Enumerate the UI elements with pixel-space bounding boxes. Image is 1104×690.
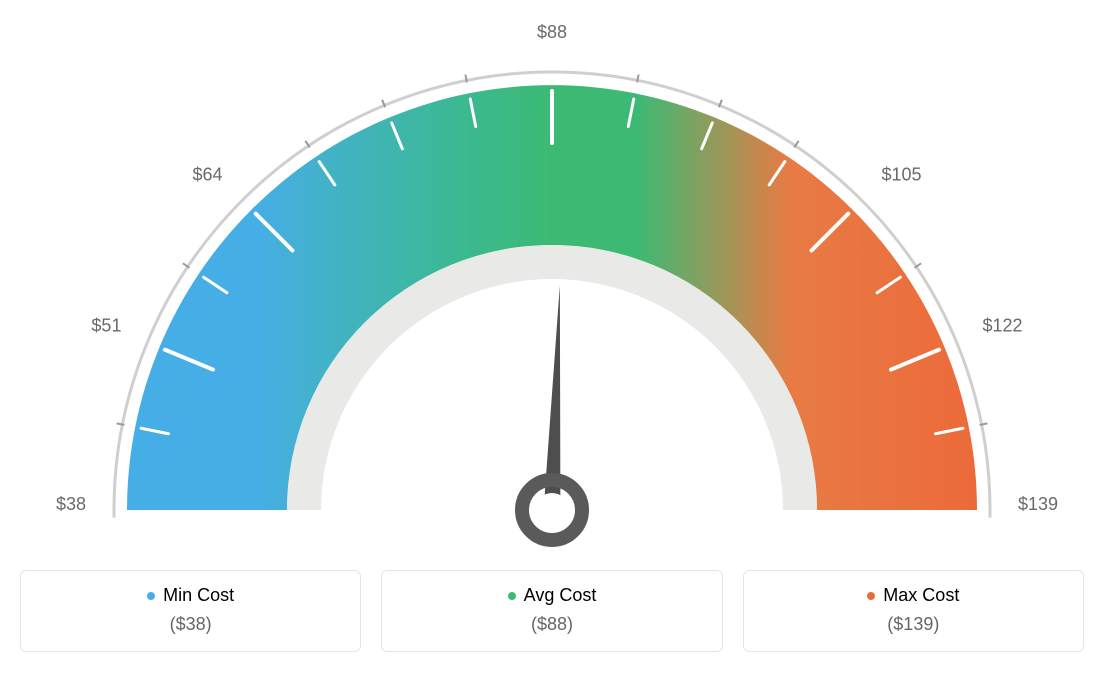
legend-row: Min Cost ($38) Avg Cost ($88) Max Cost (… xyxy=(20,570,1084,652)
legend-max-title: Max Cost xyxy=(754,585,1073,606)
gauge-tick-label: $88 xyxy=(537,22,567,42)
legend-avg-value: ($88) xyxy=(392,614,711,635)
legend-avg: Avg Cost ($88) xyxy=(381,570,722,652)
legend-min-label: Min Cost xyxy=(163,585,234,605)
legend-min-value: ($38) xyxy=(31,614,350,635)
legend-avg-title: Avg Cost xyxy=(392,585,711,606)
cost-gauge: $38 $51 $64 $88 $105 $122 $139 xyxy=(20,20,1084,550)
gauge-tick-label: $122 xyxy=(983,316,1023,336)
legend-min-title: Min Cost xyxy=(31,585,350,606)
legend-min-dot xyxy=(147,592,155,600)
gauge-tick-label: $105 xyxy=(882,164,922,184)
gauge-tick-label: $139 xyxy=(1018,494,1058,514)
legend-max-value: ($139) xyxy=(754,614,1073,635)
legend-max: Max Cost ($139) xyxy=(743,570,1084,652)
legend-avg-dot xyxy=(508,592,516,600)
gauge-tick-label: $38 xyxy=(56,494,86,514)
legend-avg-label: Avg Cost xyxy=(524,585,597,605)
legend-max-dot xyxy=(867,592,875,600)
legend-max-label: Max Cost xyxy=(883,585,959,605)
gauge-svg: $38 $51 $64 $88 $105 $122 $139 xyxy=(20,20,1084,550)
legend-min: Min Cost ($38) xyxy=(20,570,361,652)
gauge-tick-label: $51 xyxy=(91,316,121,336)
gauge-tick-label: $64 xyxy=(192,164,222,184)
